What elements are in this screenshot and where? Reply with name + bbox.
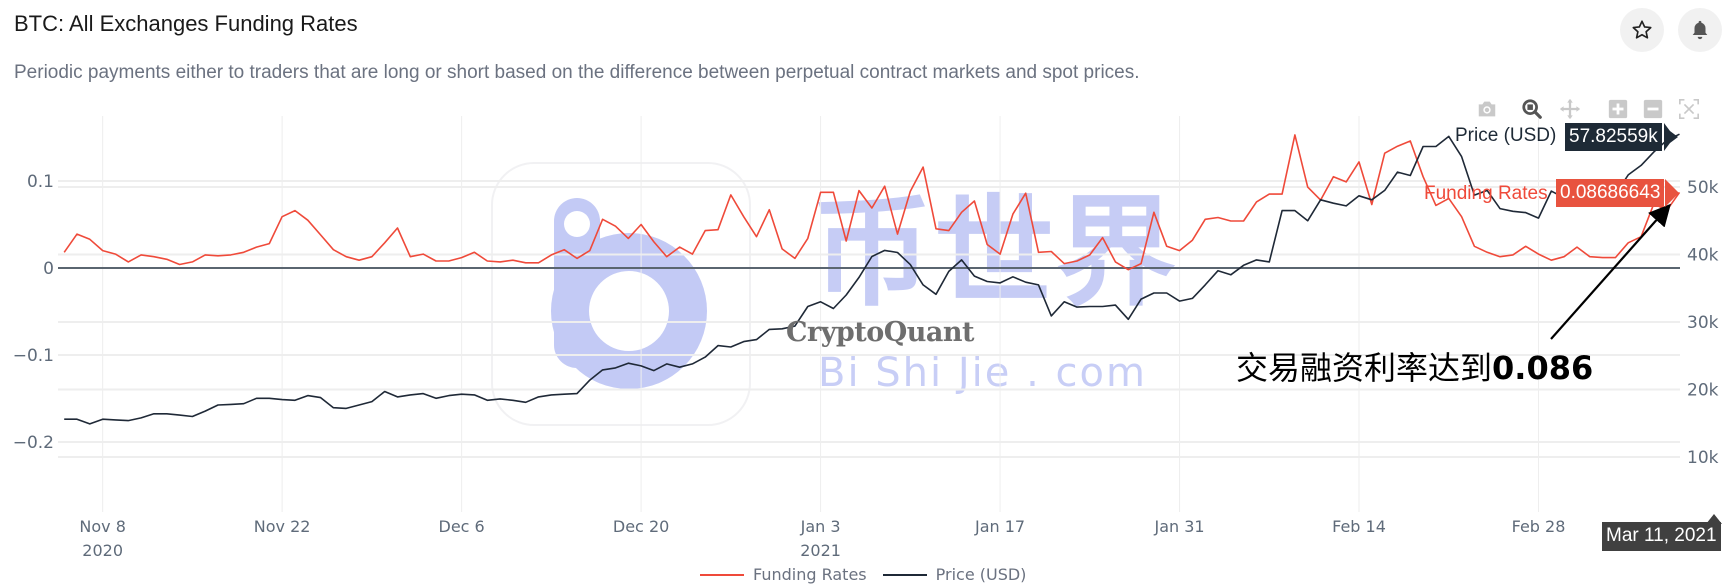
annotation-text: 交易融资利率达到	[1236, 349, 1493, 387]
y-left-tick-label: 0	[43, 259, 54, 279]
x-tick-label: Jan 3	[800, 517, 841, 536]
annotation-value: 0.086	[1492, 349, 1594, 387]
zoom-out-icon[interactable]	[1642, 98, 1664, 120]
legend-item-funding[interactable]: Funding Rates	[700, 566, 867, 584]
pan-icon[interactable]	[1559, 98, 1581, 120]
legend-swatch-price	[882, 574, 927, 576]
grid	[58, 116, 1680, 512]
hover-price-pointer	[1664, 123, 1678, 151]
x-tick-label: Dec 6	[439, 517, 485, 536]
y-right-tick-label: 30k	[1687, 313, 1719, 333]
x-tick-sublabel: 2021	[800, 541, 841, 560]
y-axis-left: 0.1 0 −0.1 −0.2	[13, 172, 54, 453]
y-left-tick-label: 0.1	[27, 172, 54, 192]
autoscale-icon[interactable]	[1678, 98, 1700, 120]
x-tick-sublabel: 2020	[82, 541, 123, 560]
hover-price-name: Price (USD)	[1455, 125, 1557, 146]
hover-funding-value: 0.08686643	[1556, 179, 1665, 207]
x-tick-label: Jan 31	[1153, 517, 1204, 536]
x-tick-label: Dec 20	[613, 517, 669, 536]
price-series	[64, 133, 1680, 425]
legend-label-funding: Funding Rates	[753, 565, 867, 584]
annotation: 交易融资利率达到0.086	[1236, 349, 1593, 387]
x-tick-label: Nov 8	[79, 517, 126, 536]
annotation-arrow	[1550, 203, 1671, 340]
y-right-tick-label: 40k	[1687, 246, 1719, 266]
alert-button[interactable]	[1678, 8, 1722, 52]
y-right-tick-label: 20k	[1687, 381, 1719, 401]
hover-date-label: Mar 11, 2021	[1602, 522, 1721, 551]
x-tick-label: Jan 17	[974, 517, 1025, 536]
hover-funding-pointer	[1665, 179, 1679, 207]
zoom-icon[interactable]	[1521, 98, 1543, 120]
watermark-en: Bi Shi Jie . com	[818, 350, 1147, 396]
x-tick-label: Nov 22	[254, 517, 311, 536]
x-tick-label: Feb 28	[1512, 517, 1566, 536]
page-subtitle: Periodic payments either to traders that…	[14, 62, 1140, 83]
cryptoquant-watermark: CryptoQuant	[786, 317, 975, 348]
hover-price-value: 57.82559k	[1565, 123, 1662, 151]
y-left-tick-label: −0.1	[13, 346, 54, 366]
bell-icon	[1692, 20, 1708, 40]
hover-date-pointer	[1706, 514, 1722, 524]
camera-icon[interactable]	[1476, 98, 1498, 120]
star-icon	[1632, 20, 1652, 39]
legend-label-price: Price (USD)	[935, 565, 1027, 584]
legend: Funding Rates Price (USD)	[700, 566, 1042, 584]
y-left-tick-label: −0.2	[13, 433, 54, 453]
hover-funding-name: Funding Rates	[1424, 183, 1548, 204]
x-axis: Nov 8 2020 Nov 22 Dec 6 Dec 20 Jan 3 2021 Jan 1…	[79, 517, 1565, 560]
page-title: BTC: All Exchanges Funding Rates	[14, 11, 358, 36]
zoom-in-icon[interactable]	[1607, 98, 1629, 120]
y-right-tick-label: 50k	[1687, 178, 1719, 198]
y-axis-right: 50k 40k 30k 20k 10k	[1687, 178, 1719, 468]
legend-item-price[interactable]: Price (USD)	[882, 565, 1027, 584]
legend-swatch-funding	[700, 574, 744, 576]
x-tick-label: Feb 14	[1332, 517, 1386, 536]
favorite-button[interactable]	[1620, 8, 1664, 52]
watermark-frame	[491, 162, 751, 426]
y-right-tick-label: 10k	[1687, 448, 1719, 468]
